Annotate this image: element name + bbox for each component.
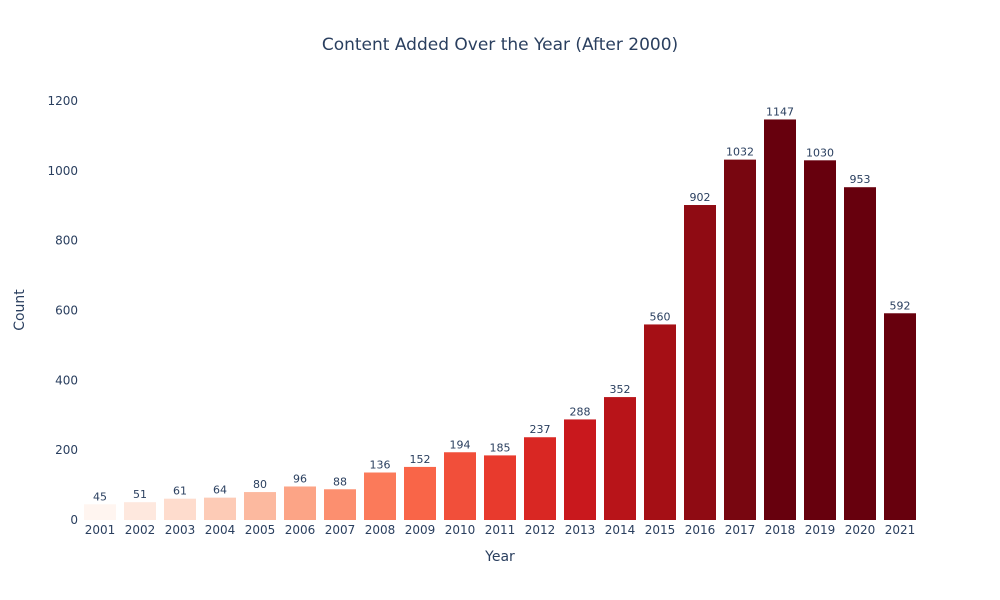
x-tick-label-2018: 2018	[765, 523, 796, 537]
bar-2012[interactable]	[524, 437, 556, 520]
bar-value-label-2003: 61	[173, 485, 187, 498]
x-tick-label-2002: 2002	[125, 523, 156, 537]
bar-value-label-2002: 51	[133, 488, 147, 501]
bar-value-label-2013: 288	[570, 405, 591, 418]
bar-2013[interactable]	[564, 419, 596, 520]
x-tick-label-2007: 2007	[325, 523, 356, 537]
y-tick-label: 600	[55, 303, 78, 317]
bar-value-label-2020: 953	[850, 173, 871, 186]
bar-value-label-2004: 64	[213, 484, 227, 497]
bar-2018[interactable]	[764, 119, 796, 520]
bar-2019[interactable]	[804, 160, 836, 521]
x-tick-label-2016: 2016	[685, 523, 716, 537]
bars	[84, 119, 916, 521]
x-tick-label-2001: 2001	[85, 523, 116, 537]
x-tick-label-2017: 2017	[725, 523, 756, 537]
bar-2003[interactable]	[164, 498, 196, 520]
bar-value-label-2006: 96	[293, 472, 307, 485]
bar-2014[interactable]	[604, 397, 636, 520]
bar-2004[interactable]	[204, 497, 236, 520]
bar-2015[interactable]	[644, 324, 676, 520]
bar-2008[interactable]	[364, 472, 396, 520]
x-tick-label-2010: 2010	[445, 523, 476, 537]
bar-value-label-2015: 560	[650, 310, 671, 323]
x-tick-label-2012: 2012	[525, 523, 556, 537]
bar-value-label-2005: 80	[253, 478, 267, 491]
x-tick-label-2015: 2015	[645, 523, 676, 537]
bar-2016[interactable]	[684, 205, 716, 520]
x-tick-label-2005: 2005	[245, 523, 276, 537]
x-tick-label-2008: 2008	[365, 523, 396, 537]
bar-2001[interactable]	[84, 504, 116, 520]
x-axis-title: Year	[484, 549, 515, 565]
bar-2021[interactable]	[884, 313, 916, 520]
x-tick-label-2003: 2003	[165, 523, 196, 537]
bar-2010[interactable]	[444, 452, 476, 520]
bar-2011[interactable]	[484, 455, 516, 520]
x-tick-label-2013: 2013	[565, 523, 596, 537]
y-axis-ticks: 0 200 400 600 800 1000 1200	[47, 94, 78, 527]
bar-value-label-2016: 902	[690, 191, 711, 204]
bar-2017[interactable]	[724, 159, 756, 520]
bar-2007[interactable]	[324, 489, 356, 520]
bar-value-label-2021: 592	[890, 299, 911, 312]
bar-value-label-2014: 352	[610, 383, 631, 396]
bar-value-label-2018: 1147	[766, 105, 794, 118]
bar-value-label-2009: 152	[410, 453, 431, 466]
x-tick-label-2020: 2020	[845, 523, 876, 537]
y-tick-label: 1000	[47, 164, 78, 178]
bar-2005[interactable]	[244, 492, 276, 520]
bar-2006[interactable]	[284, 486, 316, 520]
bar-value-label-2011: 185	[490, 441, 511, 454]
y-tick-label: 800	[55, 234, 78, 248]
x-tick-label-2011: 2011	[485, 523, 516, 537]
bar-value-label-2012: 237	[530, 423, 551, 436]
x-tick-label-2019: 2019	[805, 523, 836, 537]
bar-value-label-2017: 1032	[726, 146, 754, 159]
y-tick-label: 1200	[47, 94, 78, 108]
y-axis-title: Count	[12, 289, 28, 331]
bar-value-label-2007: 88	[333, 475, 347, 488]
bar-value-labels: 45 51 61 64 80 96 88 136 152 194 185 237 288 352 560 90…	[93, 105, 911, 503]
bar-value-label-2019: 1030	[806, 146, 834, 159]
x-tick-label-2009: 2009	[405, 523, 436, 537]
bar-value-label-2001: 45	[93, 490, 107, 503]
bar-2009[interactable]	[404, 466, 436, 520]
bar-value-label-2010: 194	[450, 438, 471, 451]
y-tick-label: 200	[55, 443, 78, 457]
x-axis-ticks: 2001 2002 2003 2004 2005 2006 2007 2008 2009 2010…	[85, 523, 916, 537]
y-tick-label: 400	[55, 373, 78, 387]
bar-value-label-2008: 136	[370, 459, 391, 472]
bar-2002[interactable]	[124, 502, 156, 520]
bar-2020[interactable]	[844, 187, 876, 520]
y-tick-label: 0	[70, 513, 78, 527]
chart-title: Content Added Over the Year (After 2000)	[322, 35, 678, 55]
x-tick-label-2014: 2014	[605, 523, 636, 537]
x-tick-label-2006: 2006	[285, 523, 316, 537]
x-tick-label-2021: 2021	[885, 523, 916, 537]
x-tick-label-2004: 2004	[205, 523, 236, 537]
